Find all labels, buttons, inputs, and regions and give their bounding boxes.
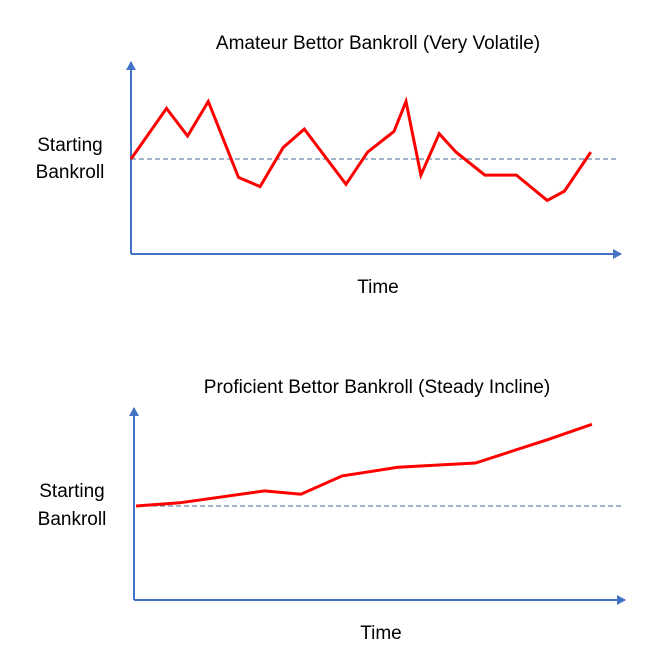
x-axis-label: Time <box>360 623 402 644</box>
chart-title: Amateur Bettor Bankroll (Very Volatile) <box>216 33 540 54</box>
x-axis-label: Time <box>357 277 399 298</box>
chart-title: Proficient Bettor Bankroll (Steady Incli… <box>204 377 550 398</box>
y-axis-label-line-2: Bankroll <box>36 162 105 183</box>
chart-amateur: Amateur Bettor Bankroll (Very Volatile) … <box>36 33 622 298</box>
chart-proficient: Proficient Bettor Bankroll (Steady Incli… <box>38 377 626 644</box>
y-axis-label-line-1: Starting <box>39 481 104 502</box>
bankroll-series-line <box>129 96 593 203</box>
bankroll-series-line <box>135 422 593 508</box>
y-axis-label-line-1: Starting <box>37 135 102 156</box>
y-axis-label-line-2: Bankroll <box>38 509 107 530</box>
